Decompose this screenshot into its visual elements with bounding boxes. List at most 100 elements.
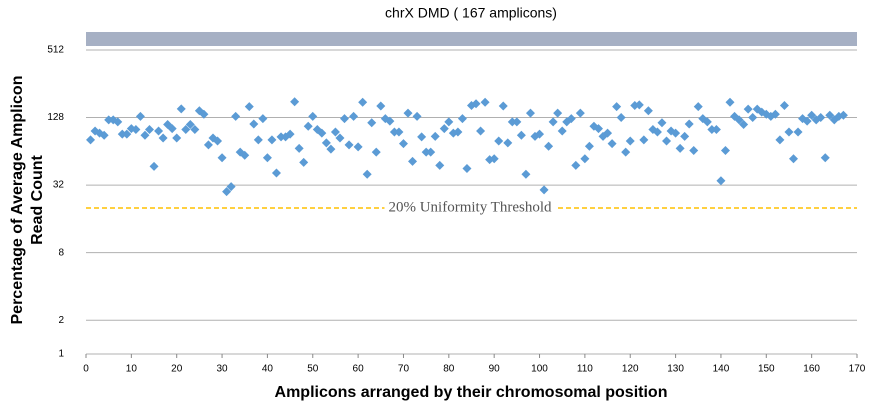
data-point (285, 129, 295, 139)
data-point (838, 110, 848, 120)
data-point (716, 176, 726, 186)
x-tick-label: 100 (531, 364, 548, 375)
data-point (507, 117, 517, 127)
x-tick-label: 140 (713, 364, 730, 375)
data-point (657, 118, 667, 128)
data-point (135, 111, 145, 121)
data-point (344, 140, 354, 150)
data-point (643, 106, 653, 116)
data-point (693, 102, 703, 112)
data-point (553, 108, 563, 118)
data-point (412, 111, 422, 121)
y-axis-title: Read Count (29, 154, 46, 244)
threshold-label-bg (384, 199, 557, 216)
data-point (457, 114, 467, 124)
data-point (548, 117, 558, 127)
data-point (662, 136, 672, 146)
x-tick-label: 80 (443, 364, 455, 375)
data-point (154, 126, 164, 136)
data-point (607, 139, 617, 149)
data-point (394, 127, 404, 137)
data-point (539, 185, 549, 195)
data-point (634, 100, 644, 110)
x-tick-label: 0 (83, 364, 89, 375)
data-point (217, 153, 227, 163)
data-point (525, 108, 535, 118)
data-point (439, 124, 449, 134)
data-point (652, 127, 662, 137)
data-point (244, 102, 254, 112)
x-tick-label: 110 (577, 364, 593, 375)
data-point (770, 109, 780, 119)
data-point (199, 109, 209, 119)
x-tick-label: 30 (216, 364, 228, 375)
x-tick-label: 120 (622, 364, 639, 375)
data-point (435, 160, 445, 170)
data-point (86, 135, 96, 145)
data-point (571, 160, 581, 170)
data-point (720, 146, 730, 156)
data-point (430, 131, 440, 141)
data-point (779, 100, 789, 110)
data-point (149, 161, 159, 171)
data-point (362, 169, 372, 179)
data-point (290, 97, 300, 107)
data-point (671, 128, 681, 138)
data-point (131, 125, 141, 135)
data-point (408, 156, 418, 166)
data-point (689, 146, 699, 156)
data-point (253, 135, 263, 145)
x-tick-label: 10 (126, 364, 138, 375)
data-point (739, 119, 749, 129)
data-point (444, 117, 454, 127)
data-point (516, 130, 526, 140)
data-point (308, 111, 318, 121)
y-tick-label: 8 (58, 247, 64, 258)
data-point (335, 133, 345, 143)
data-point (294, 143, 304, 153)
x-tick-label: 60 (353, 364, 365, 375)
data-point (353, 142, 363, 152)
data-point (417, 132, 427, 142)
data-point (494, 136, 504, 146)
data-point (117, 129, 127, 139)
data-point (603, 128, 613, 138)
x-tick-label: 170 (849, 364, 866, 375)
data-point (784, 127, 794, 137)
top-band (86, 32, 857, 46)
data-point (462, 163, 472, 173)
data-point (616, 113, 626, 123)
data-point (122, 129, 132, 139)
data-point (426, 147, 436, 157)
data-point (612, 102, 622, 112)
data-point (621, 147, 631, 157)
y-tick-label: 32 (53, 180, 65, 191)
data-point (544, 141, 554, 151)
data-point (185, 119, 195, 129)
data-point (707, 125, 717, 135)
data-point (521, 169, 531, 179)
data-point (421, 147, 431, 157)
data-point (680, 131, 690, 141)
data-point (231, 111, 241, 121)
data-point (376, 101, 386, 111)
data-point (330, 127, 340, 137)
data-point (213, 136, 223, 146)
data-point (271, 168, 281, 178)
data-point (190, 125, 200, 135)
data-point (349, 111, 359, 121)
data-point (321, 138, 331, 148)
data-point (793, 127, 803, 137)
data-point (711, 125, 721, 135)
x-tick-label: 20 (171, 364, 183, 375)
data-point (144, 125, 154, 135)
data-point (566, 114, 576, 124)
data-point (398, 139, 408, 149)
data-point (299, 157, 309, 167)
data-point (222, 187, 232, 197)
y-tick-label: 128 (47, 112, 64, 123)
data-point (453, 127, 463, 137)
data-point (176, 104, 186, 114)
data-point (498, 101, 508, 111)
